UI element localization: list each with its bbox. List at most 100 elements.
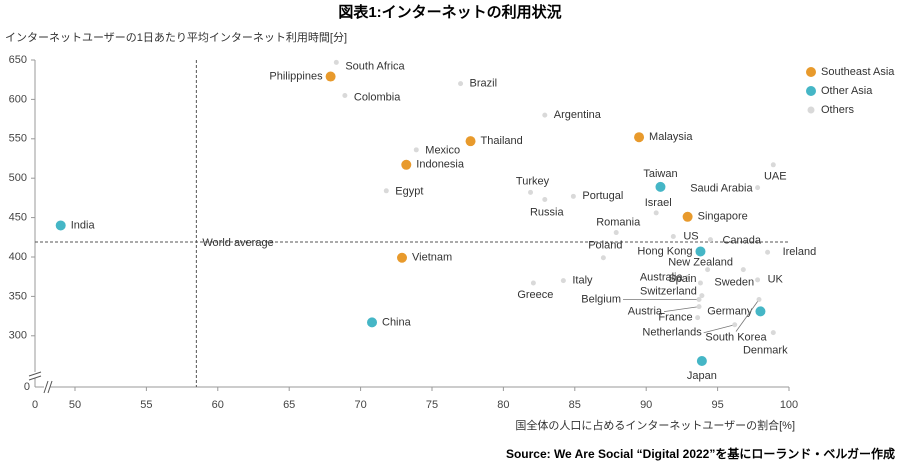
point <box>325 71 336 82</box>
point-label: Portugal <box>582 190 623 202</box>
point-label: Sweden <box>714 277 754 289</box>
point <box>55 220 66 231</box>
point <box>765 249 771 255</box>
point <box>756 297 762 303</box>
point-label: Taiwan <box>643 168 677 180</box>
point <box>397 252 408 263</box>
point-label: Canada <box>722 235 761 247</box>
point <box>401 159 412 170</box>
leader-line <box>735 299 760 332</box>
point-label: Germany <box>707 305 753 317</box>
y-tick-label: 450 <box>9 211 27 223</box>
x-tick-label: 100 <box>780 399 798 411</box>
y-tick-label: 300 <box>9 330 27 342</box>
point <box>653 210 659 216</box>
point-label: Malaysia <box>649 131 693 143</box>
point <box>699 293 705 299</box>
point-label: Italy <box>572 275 593 287</box>
point <box>458 81 464 87</box>
x-tick-label: 60 <box>212 399 224 411</box>
point <box>695 315 701 321</box>
point <box>542 112 548 118</box>
point <box>695 246 706 257</box>
x-tick-label: 90 <box>640 399 652 411</box>
point <box>755 306 766 317</box>
point <box>755 277 761 283</box>
point-label: Vietnam <box>412 252 452 264</box>
point-label: Greece <box>517 289 553 301</box>
point-label: Austria <box>628 306 663 318</box>
point <box>528 189 534 195</box>
point <box>613 230 619 236</box>
point-label: Mexico <box>425 145 460 157</box>
point-label: Spain <box>668 273 696 285</box>
x-tick-label: 55 <box>140 399 152 411</box>
point <box>530 280 536 286</box>
legend-marker <box>807 106 815 114</box>
point <box>655 181 666 192</box>
x-tick-label: 85 <box>569 399 581 411</box>
point-label: Denmark <box>743 345 788 357</box>
point <box>634 132 645 143</box>
point-label: France <box>658 312 692 324</box>
point-label: China <box>382 316 412 328</box>
point <box>570 193 576 199</box>
y-tick-label: 350 <box>9 290 27 302</box>
point-label: Thailand <box>481 135 523 147</box>
axis-break <box>28 371 53 394</box>
point <box>383 188 389 194</box>
x-tick-label: 65 <box>283 399 295 411</box>
point-label: Romania <box>596 216 641 228</box>
point-label: Poland <box>588 240 622 252</box>
y-tick-label: 500 <box>9 172 27 184</box>
legend-label: Southeast Asia <box>821 66 895 78</box>
point-label: Japan <box>687 370 717 382</box>
point <box>560 278 566 284</box>
point <box>367 317 378 328</box>
point <box>465 136 476 147</box>
point-label: South Africa <box>345 60 405 72</box>
point <box>696 355 707 366</box>
point-label: UAE <box>764 171 787 183</box>
point <box>697 280 703 286</box>
point-label: Singapore <box>698 211 748 223</box>
point-label: Saudi Arabia <box>690 183 753 195</box>
leader-line <box>663 306 700 313</box>
point <box>770 330 776 336</box>
point-label: Belgium <box>581 293 621 305</box>
point-label: Switzerland <box>640 286 697 298</box>
x-axis-label: 国全体の人口に占めるインターネットユーザーの割合[%] <box>515 418 795 432</box>
point <box>740 267 746 273</box>
x-tick-label: 95 <box>711 399 723 411</box>
point <box>333 59 339 65</box>
legend-marker <box>806 67 816 77</box>
point <box>670 234 676 240</box>
x-tick-label: 80 <box>497 399 509 411</box>
point-label: Israel <box>645 197 672 209</box>
point-label: Brazil <box>470 78 498 90</box>
point <box>342 92 348 98</box>
point <box>413 147 419 153</box>
point <box>542 196 548 202</box>
source: Source: We Are Social “Digital 2022”を基にロ… <box>506 446 895 461</box>
point-label: Netherlands <box>642 327 702 339</box>
point-label: Argentina <box>554 109 602 121</box>
point-label: US <box>683 230 698 242</box>
point-label: Turkey <box>516 175 550 187</box>
point-label: Australia <box>640 271 684 283</box>
point <box>696 297 702 303</box>
point-label: New Zealand <box>668 257 733 269</box>
x-tick-label: 75 <box>426 399 438 411</box>
point <box>755 185 761 191</box>
y-tick-label: 550 <box>9 133 27 145</box>
point <box>600 255 606 261</box>
point-label: Philippines <box>269 70 323 82</box>
leader-line <box>703 324 735 334</box>
point <box>682 211 693 222</box>
x-tick-label: 50 <box>69 399 81 411</box>
point-label: Hong Kong <box>637 245 692 257</box>
point <box>705 267 711 273</box>
point-label: Russia <box>530 206 565 218</box>
point-label: South Korea <box>705 331 767 343</box>
